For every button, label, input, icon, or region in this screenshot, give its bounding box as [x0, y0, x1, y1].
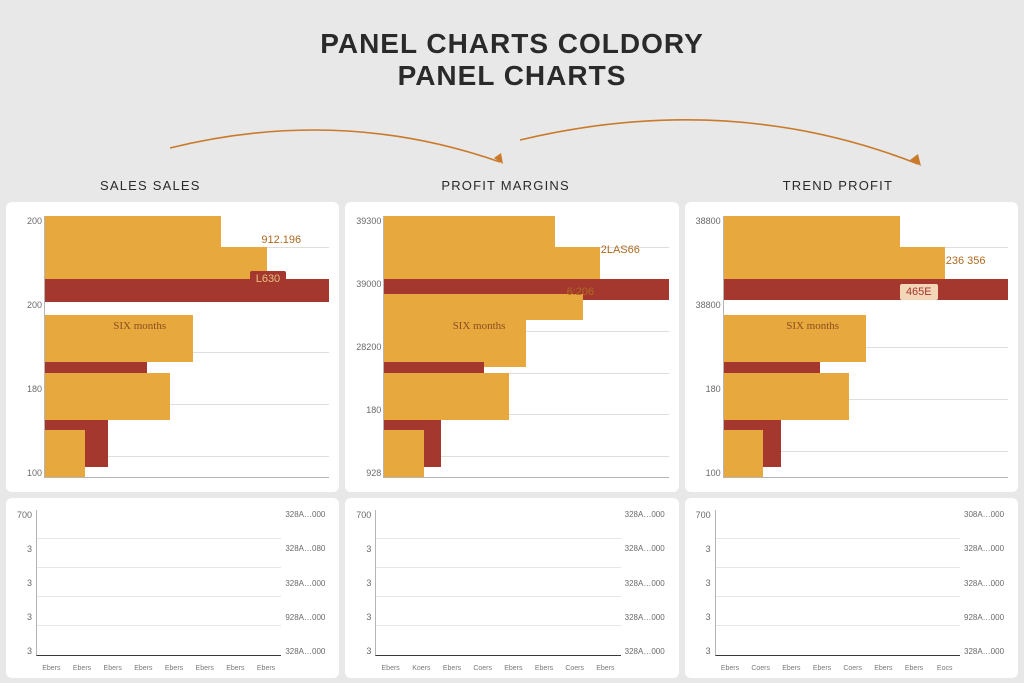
chart-value-badge: 912.196	[255, 232, 307, 248]
title-line-2: PANEL CHARTS	[0, 60, 1024, 92]
panel-top-0: 200200180100SIX months912.196L630	[6, 202, 339, 492]
page-root: PANEL CHARTS COLDORY PANEL CHARTS SALES …	[0, 0, 1024, 683]
x-axis-label: Ebers	[715, 665, 746, 672]
title-block: PANEL CHARTS COLDORY PANEL CHARTS	[0, 0, 1024, 92]
x-axis-label: Ebers	[97, 665, 128, 672]
x-axis-label: Ebers	[189, 665, 220, 672]
title-line-1: PANEL CHARTS COLDORY	[0, 28, 1024, 60]
chart-annotation: SIX months	[786, 320, 839, 332]
chart-bar	[384, 430, 424, 477]
chart-bar	[384, 294, 583, 320]
x-axis-label: Ebers	[590, 665, 621, 672]
connector-arrows	[0, 110, 1024, 180]
x-axis-label: Ebers	[251, 665, 282, 672]
chart-value-badge: 465E	[900, 284, 938, 300]
panel-top-1: 393003900028200180928SIX months2LAS666:2…	[345, 202, 678, 492]
x-axis-label: Coers	[745, 665, 776, 672]
chart-value-badge: 236 356	[940, 253, 992, 269]
panel-top-2: 3880038800180100SIX months236 356465E	[685, 202, 1018, 492]
x-axis-label: Ebers	[807, 665, 838, 672]
chart-bar	[724, 279, 1008, 300]
x-axis-label: Ebers	[529, 665, 560, 672]
x-axis-label: Eocs	[929, 665, 960, 672]
panel-bottom-0: 7003333328A…000328A…080328A…000928A…0003…	[6, 498, 339, 678]
column-head-2: TREND PROFIT	[683, 178, 1024, 193]
x-axis-label: Ebers	[36, 665, 67, 672]
chart-bar	[45, 373, 170, 420]
x-axis-label: Ebers	[899, 665, 930, 672]
x-axis-label: Ebers	[437, 665, 468, 672]
chart-value-badge: 2LAS66	[595, 242, 646, 258]
column-headers: SALES SALES PROFIT MARGINS TREND PROFIT	[0, 178, 1024, 193]
x-axis-label: Coers	[837, 665, 868, 672]
chart-value-badge: 6:206	[561, 284, 601, 300]
chart-annotation: SIX months	[453, 320, 506, 332]
x-axis-label: Coers	[559, 665, 590, 672]
panel-bottom-1: 7003333328A…000328A…000328A…000328A…0003…	[345, 498, 678, 678]
x-axis-label: Ebers	[159, 665, 190, 672]
x-axis-label: Ebers	[220, 665, 251, 672]
chart-bar	[384, 373, 509, 420]
chart-bar	[45, 279, 329, 302]
panel-grid: 200200180100SIX months912.196L630 393003…	[6, 202, 1018, 677]
x-axis-label: Coers	[467, 665, 498, 672]
column-head-0: SALES SALES	[0, 178, 341, 193]
column-head-1: PROFIT MARGINS	[341, 178, 682, 193]
chart-value-badge: L630	[250, 271, 286, 287]
chart-bar	[724, 430, 764, 477]
chart-annotation: SIX months	[113, 320, 166, 332]
chart-bar	[45, 430, 85, 477]
x-axis-label: Ebers	[128, 665, 159, 672]
x-axis-label: Ebers	[868, 665, 899, 672]
x-axis-label: Ebers	[375, 665, 406, 672]
x-axis-label: Ebers	[67, 665, 98, 672]
panel-bottom-2: 7003333308A…000328A…000328A…000928A…0003…	[685, 498, 1018, 678]
x-axis-label: Ebers	[498, 665, 529, 672]
x-axis-label: Koers	[406, 665, 437, 672]
x-axis-label: Ebers	[776, 665, 807, 672]
chart-bar	[724, 373, 849, 420]
